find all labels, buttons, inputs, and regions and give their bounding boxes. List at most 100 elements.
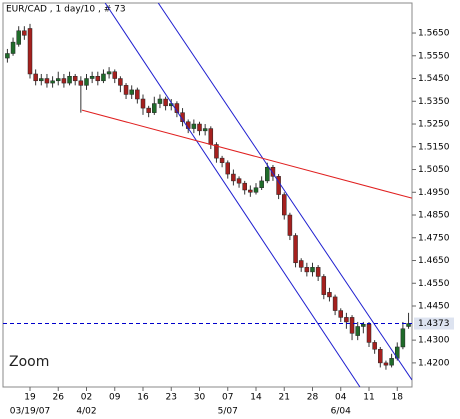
candle-body	[270, 166, 276, 177]
y-tick-label: 1.4950	[418, 188, 450, 198]
last-price-label: 1.4373	[418, 319, 450, 329]
candle-body	[67, 76, 72, 84]
candle-body	[208, 128, 214, 145]
y-tick-label: 1.4300	[418, 336, 450, 346]
x-tick-label: 21	[279, 393, 290, 403]
candle-body	[33, 73, 38, 82]
candle-body	[140, 98, 146, 109]
candle-body	[44, 78, 50, 84]
candle-body	[152, 103, 157, 113]
y-tick-label: 1.5450	[418, 74, 450, 84]
x-sublabel: 4/02	[76, 407, 96, 417]
candle-body	[298, 260, 304, 268]
candle-body	[310, 267, 315, 273]
plot	[5, 3, 412, 387]
candle-body	[219, 157, 225, 163]
candle-body	[344, 317, 349, 323]
candle-body	[378, 348, 383, 364]
candle-body	[10, 41, 16, 54]
candle-body	[259, 180, 264, 188]
candle-body	[106, 71, 112, 75]
y-tick-label: 1.4200	[418, 358, 450, 368]
x-tick-label: 18	[392, 393, 404, 403]
candle-body	[27, 28, 33, 75]
candle-body	[361, 323, 366, 327]
candle-body	[78, 80, 84, 86]
x-tick-label: 19	[24, 393, 36, 403]
candle-body	[389, 358, 394, 366]
candle-body	[123, 85, 129, 95]
candle-body	[22, 30, 27, 36]
candle-body	[112, 71, 117, 79]
x-tick-label: 23	[166, 393, 177, 403]
candle-body	[366, 323, 372, 343]
x-tick-label: 04	[335, 393, 347, 403]
candle-body	[304, 267, 310, 273]
candle-body	[282, 194, 287, 216]
candle-body	[287, 214, 293, 236]
candle-body	[231, 173, 236, 182]
candle-body	[327, 292, 332, 298]
zoom-button[interactable]: Zoom	[9, 354, 49, 370]
candle-body	[16, 30, 21, 45]
chart-title: EUR/CAD , 1 day/10 , # 73	[6, 5, 126, 15]
y-tick-label: 1.4650	[418, 256, 450, 266]
candle-body	[248, 189, 253, 193]
candle-body	[146, 107, 151, 113]
trend-line	[157, 3, 412, 381]
candle-body	[293, 235, 298, 264]
y-tick-label: 1.5550	[418, 51, 450, 61]
x-sublabel: 6/04	[331, 407, 351, 417]
candle-body	[400, 328, 406, 348]
x-tick-label: 30	[194, 393, 206, 403]
candle-body	[242, 182, 247, 191]
candle-body	[197, 123, 202, 132]
candle-body	[56, 78, 61, 82]
y-tick-label: 1.5050	[418, 165, 450, 175]
y-tick-label: 1.5250	[418, 120, 450, 130]
x-tick-label: 11	[363, 393, 374, 403]
candle-body	[372, 342, 377, 350]
candle-body	[236, 178, 242, 184]
candle-body	[169, 103, 174, 107]
candle-body	[72, 76, 78, 82]
trend-line	[81, 109, 412, 199]
y-tick-label: 1.4850	[418, 211, 450, 221]
candle-body	[84, 78, 89, 86]
x-tick-label: 14	[250, 393, 262, 403]
last-price-box	[414, 317, 454, 330]
x-tick-label: 07	[222, 393, 233, 403]
trend-line	[104, 3, 361, 387]
candle-body	[253, 187, 259, 193]
candle-body	[202, 128, 208, 132]
y-tick-label: 1.5650	[418, 29, 450, 39]
x-tick-label: 09	[109, 393, 121, 403]
candle-body	[332, 296, 338, 311]
y-tick-label: 1.4550	[418, 279, 450, 289]
candle-body	[89, 76, 95, 79]
candle-body	[163, 98, 168, 107]
y-tick-label: 1.5350	[418, 97, 450, 107]
x-tick-label: 02	[81, 393, 92, 403]
candle-body	[321, 276, 327, 295]
candle-body	[315, 267, 321, 277]
candle-body	[383, 362, 389, 366]
candle-body	[129, 89, 134, 95]
candle-body	[5, 53, 10, 59]
candle-body	[225, 162, 230, 175]
candle-body	[135, 89, 140, 100]
plot-frame	[2, 2, 413, 388]
candle-body	[50, 80, 55, 84]
candle-body	[349, 317, 355, 334]
x-tick-label: 26	[53, 393, 65, 403]
candle-body	[214, 144, 219, 159]
y-tick-label: 1.4750	[418, 233, 450, 243]
y-tick-label: 1.4450	[418, 302, 450, 312]
candle-body	[95, 76, 101, 82]
candle-body	[157, 98, 163, 104]
x-sublabel: 5/07	[218, 407, 238, 417]
candle-body	[338, 310, 343, 318]
candle-body	[191, 123, 197, 129]
candle-body	[61, 78, 67, 84]
